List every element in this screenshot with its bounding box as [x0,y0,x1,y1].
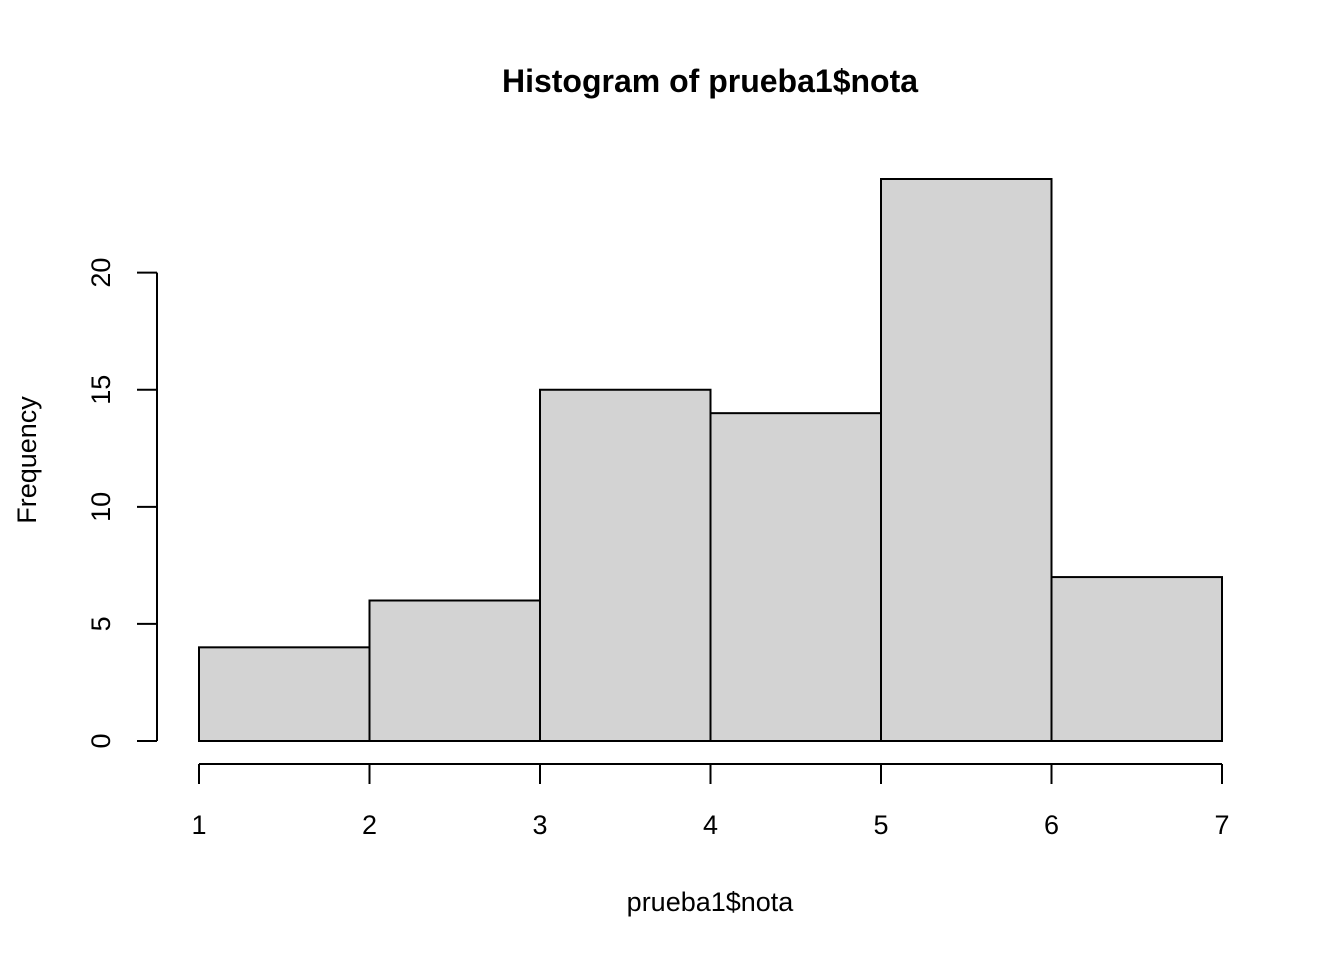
x-tick-label-6: 6 [1044,810,1059,840]
x-tick-label-4: 4 [703,810,718,840]
bar-4-5 [709,412,882,742]
bar-1-2 [198,646,371,742]
y-tick-label-15: 15 [86,375,116,405]
y-axis: 0 5 10 15 20 [86,258,158,749]
x-tick-label-5: 5 [873,810,888,840]
y-tick-label-5: 5 [86,616,116,631]
y-tick-label-10: 10 [86,492,116,522]
bar-5-6 [880,178,1053,742]
y-tick-label-20: 20 [86,258,116,288]
y-tick-label-0: 0 [86,733,116,748]
bar-6-7 [1050,576,1223,742]
bar-2-3 [368,599,541,742]
x-tick-label-2: 2 [362,810,377,840]
chart-title: Histogram of prueba1$nota [502,63,918,99]
x-tick-label-3: 3 [532,810,547,840]
x-axis-label: prueba1$nota [627,887,795,917]
y-axis-label: Frequency [12,396,42,524]
x-tick-label-7: 7 [1214,810,1229,840]
bars-group [198,178,1223,742]
bar-3-4 [539,388,712,742]
x-axis: 1 2 3 4 5 6 7 [191,763,1230,840]
x-tick-label-1: 1 [191,810,206,840]
